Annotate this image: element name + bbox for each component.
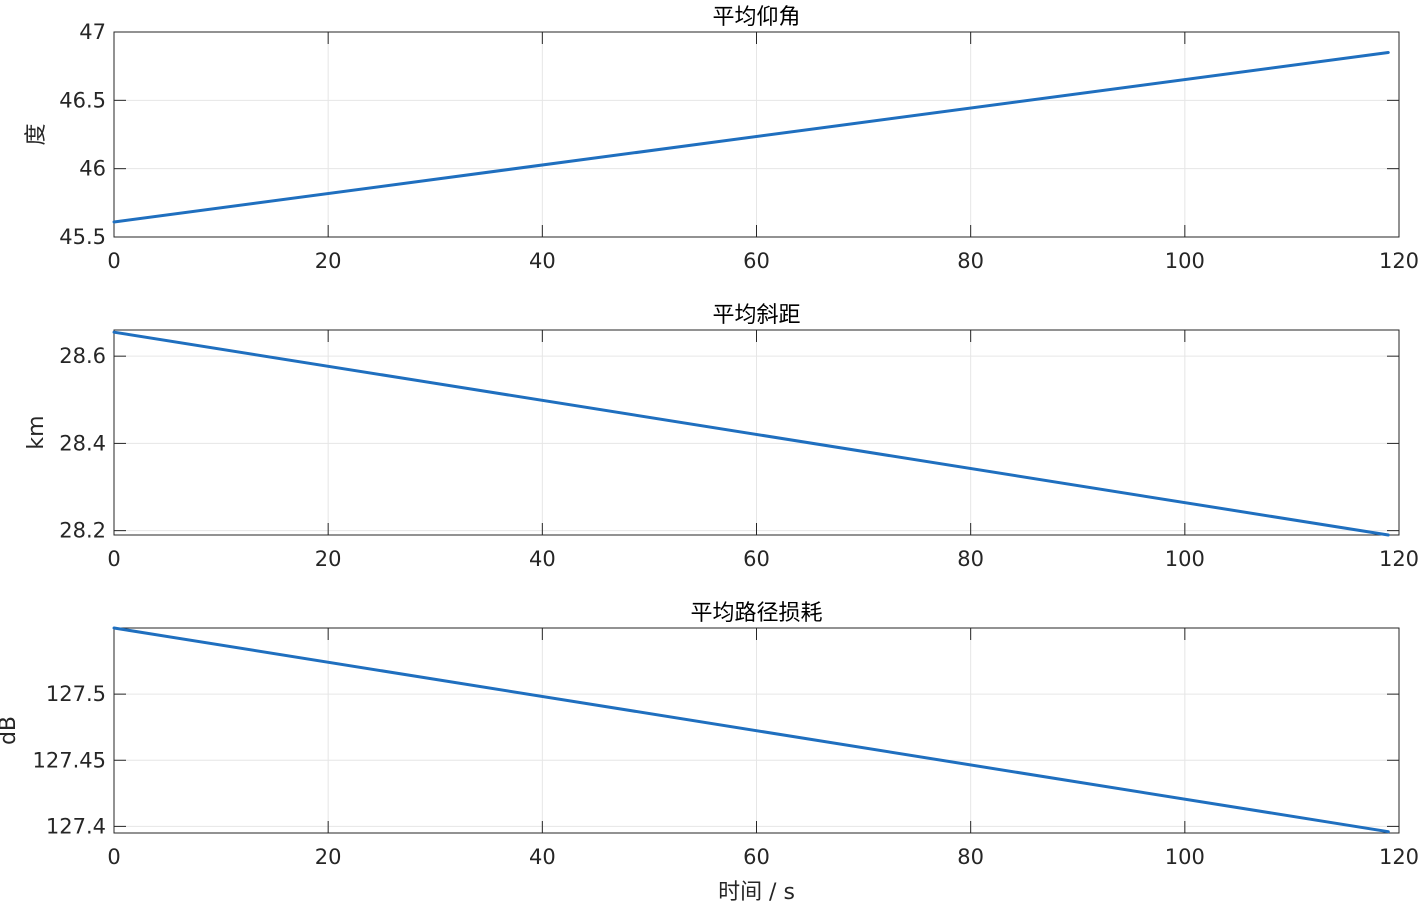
- y-tick-label: 28.4: [59, 431, 106, 455]
- y-axis-label: km: [24, 415, 49, 449]
- x-tick-label: 20: [315, 249, 342, 273]
- x-tick-label: 40: [529, 845, 556, 869]
- x-tick-label: 80: [957, 249, 984, 273]
- x-tick-label: 100: [1165, 547, 1205, 571]
- x-tick-label: 60: [743, 249, 770, 273]
- x-tick-label: 120: [1379, 845, 1419, 869]
- chart-panel-2: 0 20 40 60 80 100 120 28.2 28.4 28.6 平均斜距 km: [24, 303, 1419, 571]
- y-tick-label: 127.5: [46, 682, 106, 706]
- series-line: [112, 626, 1390, 834]
- x-tick-label: 40: [529, 249, 556, 273]
- y-axis-label: dB: [0, 716, 21, 745]
- y-tick-label: 127.45: [33, 748, 106, 772]
- chart-title: 平均路径损耗: [690, 601, 822, 626]
- x-tick-label: 0: [107, 845, 120, 869]
- x-tick-label: 0: [107, 249, 120, 273]
- x-tick-label: 80: [957, 547, 984, 571]
- y-tick-label: 127.4: [46, 814, 106, 838]
- y-tick-label: 45.5: [59, 225, 106, 249]
- chart-title: 平均仰角: [712, 5, 800, 30]
- x-tick-label: 60: [743, 547, 770, 571]
- y-tick-label: 46: [79, 157, 106, 181]
- y-tick-label: 46.5: [59, 88, 106, 112]
- x-tick-label: 80: [957, 845, 984, 869]
- x-tick-label: 120: [1379, 547, 1419, 571]
- y-tick-label: 28.2: [59, 519, 106, 543]
- x-tick-label: 20: [315, 845, 342, 869]
- x-tick-label: 60: [743, 845, 770, 869]
- x-tick-label: 120: [1379, 249, 1419, 273]
- chart-panel-3: 0 20 40 60 80 100 120 127.4 127.45 127.5 平均路径损耗 dB 时…: [0, 601, 1419, 905]
- series-line: [112, 330, 1390, 537]
- x-axis-label: 时间 / s: [718, 880, 795, 905]
- x-tick-label: 40: [529, 547, 556, 571]
- y-tick-label: 28.6: [59, 344, 106, 368]
- x-tick-label: 100: [1165, 845, 1205, 869]
- x-tick-label: 100: [1165, 249, 1205, 273]
- x-tick-label: 20: [315, 547, 342, 571]
- x-tick-label: 0: [107, 547, 120, 571]
- series-line: [112, 51, 1390, 224]
- chart-title: 平均斜距: [712, 303, 800, 328]
- y-tick-label: 47: [79, 20, 106, 44]
- y-axis-label: 度: [24, 123, 49, 145]
